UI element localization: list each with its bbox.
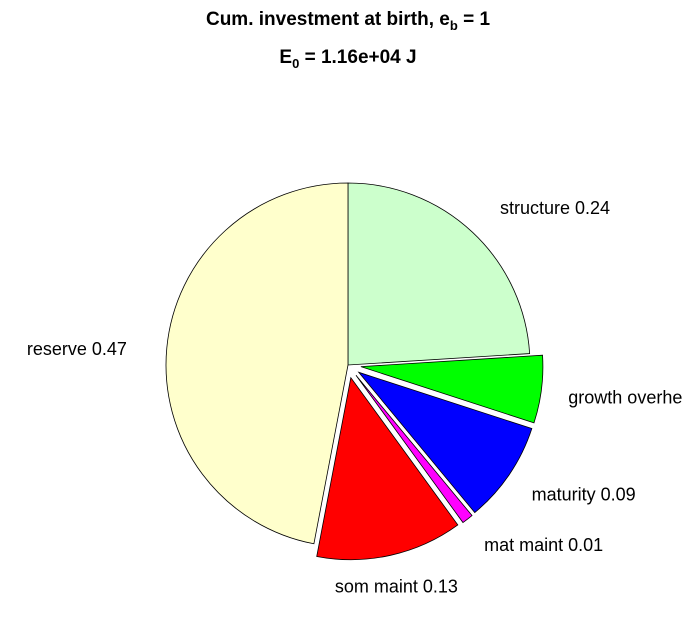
title-subscript: b bbox=[450, 18, 458, 33]
subtitle-main: E bbox=[279, 47, 292, 68]
slice-label: maturity 0.09 bbox=[532, 485, 636, 505]
slice-label: som maint 0.13 bbox=[335, 576, 458, 596]
pie-slice bbox=[360, 354, 544, 424]
pie-slice bbox=[165, 182, 349, 545]
subtitle-rest: = 1.16e+04 J bbox=[299, 47, 416, 68]
slice-label: reserve 0.47 bbox=[27, 339, 127, 359]
chart-title: Cum. investment at birth, eb = 1 bbox=[206, 9, 490, 33]
subtitle-subscript: 0 bbox=[292, 56, 299, 71]
title-main: Cum. investment at birth, e bbox=[206, 9, 450, 30]
slice-label: growth overhe bbox=[568, 388, 682, 408]
pie-slice bbox=[355, 375, 473, 524]
pie-slice bbox=[347, 182, 531, 366]
chart-subtitle: E0 = 1.16e+04 J bbox=[279, 47, 416, 71]
pie-slice bbox=[357, 371, 533, 514]
title-rest: = 1 bbox=[458, 9, 491, 30]
slice-label: mat maint 0.01 bbox=[484, 535, 603, 555]
slice-label: structure 0.24 bbox=[500, 198, 610, 218]
pie-slice bbox=[316, 376, 459, 561]
